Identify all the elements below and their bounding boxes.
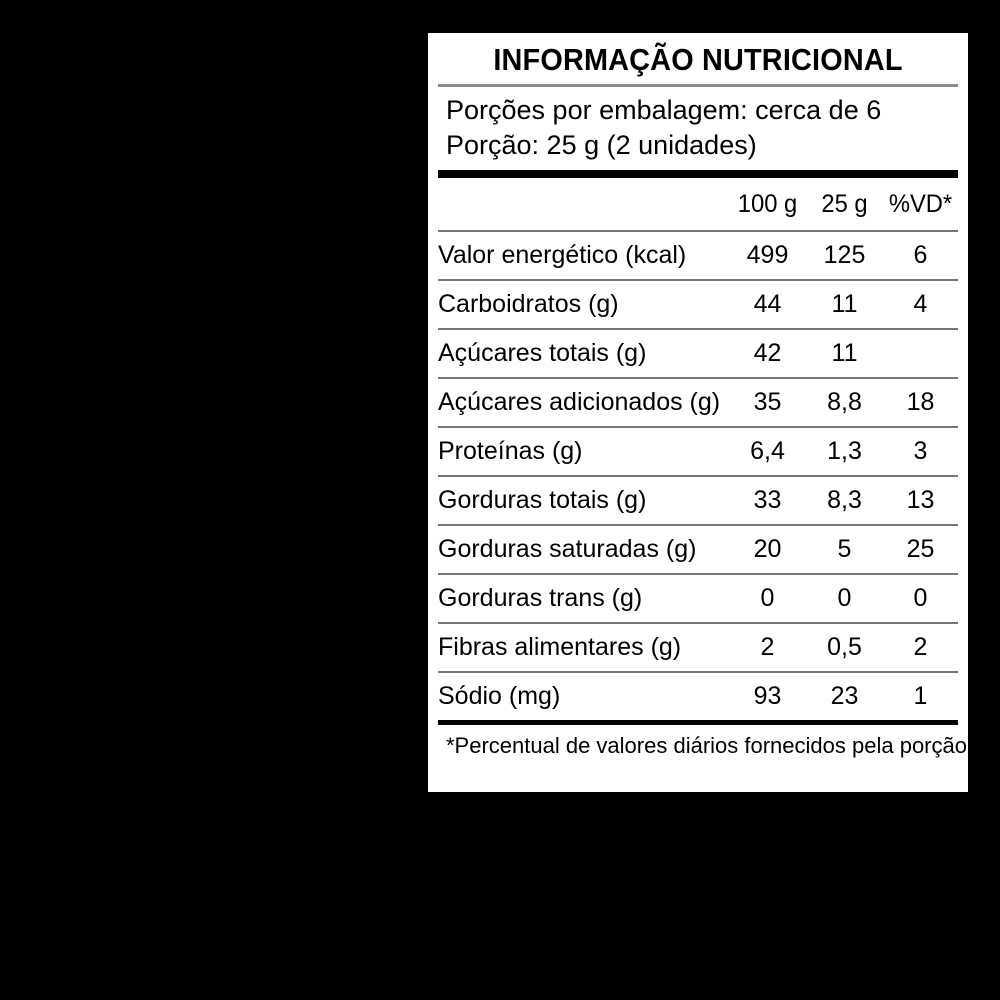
table-row: Valor energético (kcal) 499 125 6 — [438, 230, 958, 281]
nutrient-value-100g: 6,4 — [729, 426, 806, 477]
column-header-percent-dv: %VD* — [888, 189, 953, 218]
nutrient-name: Valor energético (kcal) — [438, 230, 729, 281]
page-title: INFORMAÇÃO NUTRICIONAL — [493, 42, 903, 77]
nutrient-value-100g: 33 — [729, 475, 806, 526]
nutrient-value-portion: 0,5 — [806, 622, 883, 673]
nutrient-value-percent-dv: 0 — [883, 573, 958, 624]
nutrient-value-percent-dv: 3 — [883, 426, 958, 477]
nutrient-value-portion: 23 — [806, 671, 883, 721]
table-row: Fibras alimentares (g) 2 0,5 2 — [438, 622, 958, 673]
title-divider — [438, 83, 958, 87]
table-row: Proteínas (g) 6,4 1,3 3 — [438, 426, 958, 477]
table-row: Gorduras trans (g) 0 0 0 — [438, 573, 958, 624]
nutrient-value-percent-dv: 4 — [883, 279, 958, 330]
nutrient-name: Açúcares totais (g) — [438, 328, 729, 379]
nutrient-value-portion: 5 — [806, 524, 883, 575]
nutrition-facts-panel: INFORMAÇÃO NUTRICIONAL Porções por embal… — [428, 33, 974, 792]
serving-divider-thick — [438, 170, 958, 179]
table-row: Açúcares totais (g) 42 11 — [438, 328, 958, 379]
nutrient-name: Gorduras totais (g) — [438, 475, 729, 526]
nutrient-value-portion: 11 — [806, 279, 883, 330]
table-row: Gorduras totais (g) 33 8,3 13 — [438, 475, 958, 526]
table-row: Açúcares adicionados (g) 35 8,8 18 — [438, 377, 958, 428]
nutrient-value-portion: 8,3 — [806, 475, 883, 526]
nutrient-value-percent-dv — [883, 328, 958, 379]
nutrient-name: Sódio (mg) — [438, 671, 729, 721]
nutrient-value-100g: 2 — [729, 622, 806, 673]
column-header-nutrient — [438, 178, 729, 231]
nutrient-value-portion: 11 — [806, 328, 883, 379]
nutrient-value-100g: 93 — [729, 671, 806, 721]
nutrient-value-percent-dv: 18 — [883, 377, 958, 428]
table-row: Carboidratos (g) 44 11 4 — [438, 279, 958, 330]
nutrient-name: Proteínas (g) — [438, 426, 729, 477]
nutrient-value-percent-dv: 13 — [883, 475, 958, 526]
serving-info-block: Porções por embalagem: cerca de 6 Porção… — [438, 87, 958, 171]
nutrition-table: 100 g 25 g %VD* Valor energético (kcal) 4… — [438, 178, 958, 721]
table-row: Gorduras saturadas (g) 20 5 25 — [438, 524, 958, 575]
nutrient-value-100g: 20 — [729, 524, 806, 575]
nutrient-value-percent-dv: 25 — [883, 524, 958, 575]
nutrient-value-100g: 42 — [729, 328, 806, 379]
nutrient-value-percent-dv: 6 — [883, 230, 958, 281]
nutrient-name: Gorduras trans (g) — [438, 573, 729, 624]
footnote-text: *Percentual de valores diários fornecido… — [446, 733, 974, 759]
nutrient-value-percent-dv: 2 — [883, 622, 958, 673]
portion-size: Porção: 25 g (2 unidades) — [446, 130, 757, 160]
nutrient-value-100g: 0 — [729, 573, 806, 624]
column-header-per-portion: 25 g — [821, 189, 868, 218]
nutrient-value-percent-dv: 1 — [883, 671, 958, 721]
nutrient-value-portion: 0 — [806, 573, 883, 624]
portions-per-package: Porções por embalagem: cerca de 6 — [446, 94, 882, 125]
nutrition-table-body: Valor energético (kcal) 499 125 6 Carboidrat… — [438, 230, 958, 721]
nutrient-value-100g: 499 — [729, 230, 806, 281]
nutrient-value-portion: 1,3 — [806, 426, 883, 477]
footnote-divider — [438, 720, 958, 726]
table-header-row: 100 g 25 g %VD* — [438, 178, 958, 231]
nutrient-value-100g: 44 — [729, 279, 806, 330]
nutrient-value-100g: 35 — [729, 377, 806, 428]
nutrient-name: Carboidratos (g) — [438, 279, 729, 330]
nutrient-name: Fibras alimentares (g) — [438, 622, 729, 673]
nutrient-name: Açúcares adicionados (g) — [438, 377, 729, 428]
nutrient-value-portion: 8,8 — [806, 377, 883, 428]
column-header-per-100g: 100 g — [737, 189, 798, 218]
table-row: Sódio (mg) 93 23 1 — [438, 671, 958, 721]
nutrient-name: Gorduras saturadas (g) — [438, 524, 729, 575]
nutrient-value-portion: 125 — [806, 230, 883, 281]
